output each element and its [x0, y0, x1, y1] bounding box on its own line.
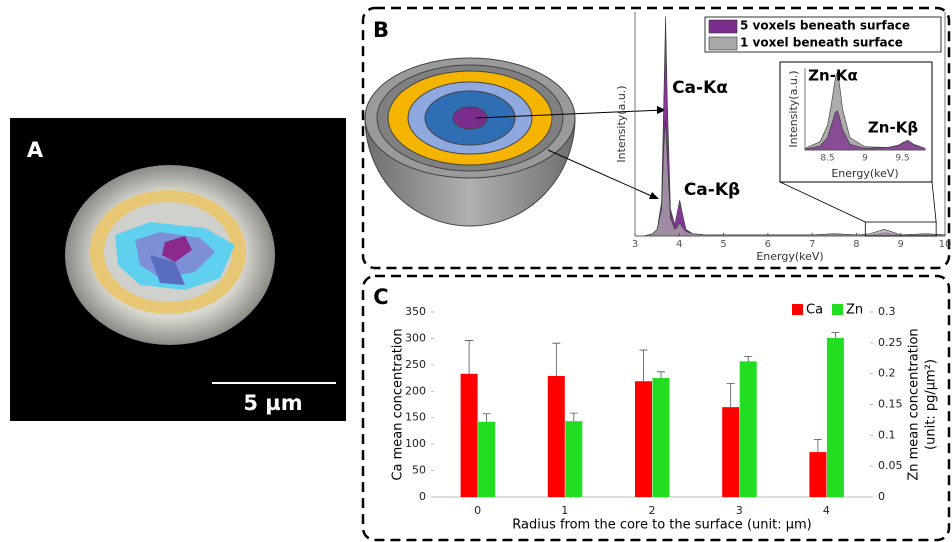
bar — [809, 452, 827, 497]
y-axis-label: Ca mean concentration — [391, 328, 406, 480]
x-tick-label: 9.5 — [895, 154, 909, 164]
bar — [547, 375, 565, 497]
zoom-connector — [931, 181, 937, 223]
legend-swatch — [832, 304, 843, 315]
legend-swatch — [708, 19, 738, 34]
y2-tick-label: 0.1 — [878, 428, 896, 441]
scale-bar-label: 5 µm — [243, 391, 302, 415]
error-bar — [569, 412, 578, 422]
peak-annotation: Zn-Kβ — [868, 119, 918, 137]
x-tick-label: 9 — [898, 239, 904, 250]
error-bar — [657, 371, 665, 378]
bar — [739, 361, 757, 497]
y2-tick-label: 0.15 — [878, 398, 903, 411]
bar — [460, 373, 478, 497]
bar — [652, 377, 670, 497]
spectrum-area — [804, 110, 926, 151]
y2-axis-label: (unit: pg/µm²) — [924, 359, 939, 450]
y-tick-label: 150 — [405, 411, 426, 424]
x-tick-label: 7 — [809, 239, 815, 250]
error-bar — [726, 382, 735, 408]
x-tick-label: 9 — [862, 154, 868, 164]
peak-annotation: Ca-Kβ — [684, 180, 740, 200]
panel-frame — [361, 274, 951, 542]
x-tick-label: 8 — [853, 239, 859, 250]
panel-frame — [361, 6, 951, 270]
x-axis-label: Energy(keV) — [831, 167, 898, 180]
y2-tick-label: 0.3 — [878, 305, 896, 318]
hemisphere-diagram — [364, 57, 576, 227]
bar — [722, 407, 740, 497]
peak-annotation: Ca-Kα — [672, 78, 728, 98]
legend-swatch — [708, 36, 738, 51]
zoom-region — [864, 221, 937, 237]
x-tick-label: 3 — [736, 504, 743, 517]
panel-label: B — [373, 18, 389, 42]
x-tick-label: 8.5 — [820, 154, 834, 164]
y-tick-label: 100 — [405, 437, 426, 450]
x-tick-label: 3 — [632, 239, 638, 250]
x-tick-label: 6 — [765, 239, 771, 250]
x-axis-label: Energy(keV) — [756, 250, 823, 263]
y-axis-label: Intensity(a.u.) — [615, 85, 628, 162]
y-tick-label: 0 — [419, 490, 426, 503]
arrow — [475, 106, 666, 199]
peak-annotation: Zn-Kα — [808, 67, 858, 85]
y2-tick-label: 0 — [878, 490, 885, 503]
error-bar — [482, 413, 491, 422]
y-axis-label: Intensity(a.u.) — [787, 70, 800, 147]
x-axis-label: Radius from the core to the surface (uni… — [512, 518, 811, 533]
x-tick-label: 4 — [823, 504, 830, 517]
x-tick-label: 0 — [474, 504, 481, 517]
y2-tick-label: 0.2 — [878, 367, 896, 380]
y2-axis-label: Zn mean concentration — [907, 328, 922, 480]
x-tick-label: 1 — [561, 504, 568, 517]
legend-label: 1 voxel beneath surface — [740, 36, 903, 50]
error-bar — [639, 349, 648, 382]
panel-label: A — [27, 138, 44, 162]
error-bar — [552, 342, 561, 376]
error-bar — [831, 331, 840, 338]
legend-box — [704, 16, 942, 53]
y-tick-label: 350 — [405, 305, 426, 318]
y-tick-label: 50 — [412, 464, 426, 477]
y-tick-label: 200 — [405, 384, 426, 397]
y-tick-label: 250 — [405, 358, 426, 371]
x-tick-label: 2 — [649, 504, 656, 517]
bar — [826, 337, 844, 497]
legend-label: Ca — [806, 303, 823, 318]
error-bar — [744, 356, 753, 362]
legend-swatch — [792, 304, 803, 315]
legend-label: Zn — [846, 303, 863, 318]
bar — [478, 421, 496, 497]
x-tick-label: 10 — [939, 239, 952, 250]
error-bar — [465, 340, 474, 374]
zoom-connector — [779, 181, 866, 223]
cell-render — [65, 165, 275, 345]
bar — [565, 421, 583, 497]
panel-label: C — [373, 285, 388, 309]
x-tick-label: 4 — [676, 239, 682, 250]
y2-tick-label: 0.25 — [878, 336, 903, 349]
legend-label: 5 voxels beneath surface — [740, 19, 910, 33]
error-bar — [813, 438, 822, 453]
x-tick-label: 5 — [720, 239, 726, 250]
y-tick-label: 300 — [405, 331, 426, 344]
spectrum-area — [635, 119, 946, 237]
bar — [635, 381, 652, 497]
y2-tick-label: 0.05 — [878, 459, 903, 472]
